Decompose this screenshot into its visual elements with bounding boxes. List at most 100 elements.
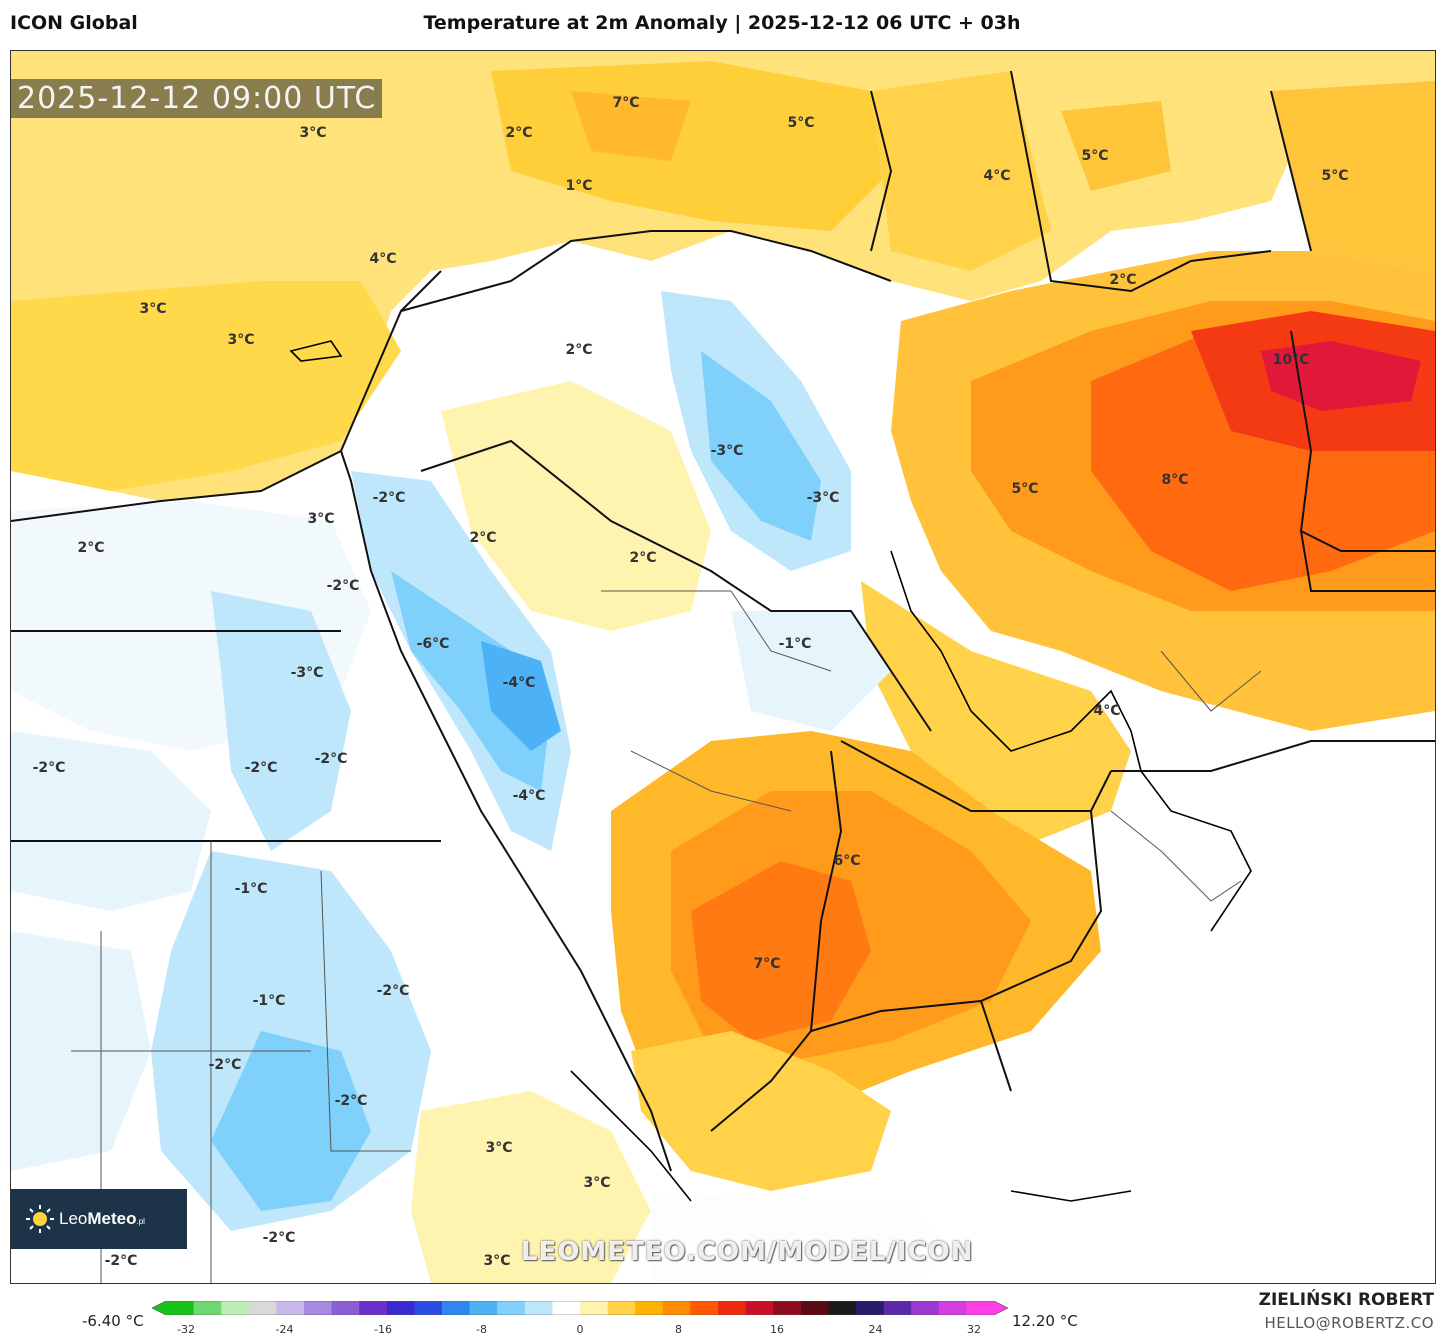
colorbar-segment: [386, 1301, 415, 1315]
contour-label: -2°C: [244, 760, 278, 776]
colorbar-tick-label: 32: [967, 1323, 981, 1336]
colorbar-segment: [690, 1301, 719, 1315]
map-canvas: [11, 51, 1435, 1283]
contour-label: 5°C: [1011, 481, 1039, 497]
colorbar-segment: [442, 1301, 471, 1315]
author-email[interactable]: HELLO@ROBERTZ.CO: [1264, 1314, 1434, 1332]
colorbar-segment: [883, 1301, 912, 1315]
colorbar-segment: [718, 1301, 747, 1315]
colorbar-segment: [966, 1301, 995, 1315]
colorbar-segment: [856, 1301, 885, 1315]
contour-label: -2°C: [326, 578, 360, 594]
colorbar-segment: [635, 1301, 664, 1315]
colorbar-segment: [607, 1301, 636, 1315]
contour-label: -2°C: [334, 1093, 368, 1109]
contour-label: 2°C: [565, 342, 593, 358]
contour-label: 7°C: [753, 956, 781, 972]
leometeo-logo[interactable]: LeoMeteo.pl: [11, 1189, 187, 1249]
contour-label: -4°C: [502, 675, 536, 691]
contour-label: -2°C: [32, 760, 66, 776]
contour-label: -3°C: [290, 665, 324, 681]
contour-label: -1°C: [234, 881, 268, 897]
contour-label: -2°C: [262, 1230, 296, 1246]
colorbar-segment: [304, 1301, 333, 1315]
contour-label: 4°C: [1093, 703, 1121, 719]
contour-label: -1°C: [252, 993, 286, 1009]
contour-label: 2°C: [469, 530, 497, 546]
colorbar-min-arrow: [152, 1301, 166, 1315]
contour-label: 10°C: [1272, 352, 1310, 368]
contour-label: 2°C: [629, 550, 657, 566]
colorbar-segment: [248, 1301, 277, 1315]
contour-label: 3°C: [139, 301, 167, 317]
colorbar-tick-label: -24: [275, 1323, 294, 1336]
colorbar-segment: [773, 1301, 802, 1315]
colorbar-segment: [469, 1301, 498, 1315]
contour-label: 4°C: [983, 168, 1011, 184]
contour-label: 5°C: [1081, 148, 1109, 164]
contour-label: -2°C: [104, 1253, 138, 1269]
contour-label: -3°C: [710, 443, 744, 459]
colorbar-segment: [938, 1301, 967, 1315]
contour-label: -1°C: [778, 636, 812, 652]
colorbar-segment: [497, 1301, 526, 1315]
contour-label: 2°C: [505, 125, 533, 141]
colorbar-segment: [166, 1301, 195, 1315]
colorbar-tick-label: 0: [576, 1323, 584, 1336]
contour-label: 3°C: [485, 1140, 513, 1156]
colorbar-segment: [745, 1301, 774, 1315]
chart-title: Temperature at 2m Anomaly | 2025-12-12 0…: [423, 12, 1021, 34]
contour-label: 3°C: [227, 332, 255, 348]
colorbar-segment: [580, 1301, 609, 1315]
contour-label: 3°C: [307, 511, 335, 527]
contour-label: -2°C: [314, 751, 348, 767]
contour-label: -2°C: [376, 983, 410, 999]
colorbar-max-arrow: [994, 1301, 1008, 1315]
anomaly-map[interactable]: 2025-12-12 09:00 UTC 7°C 2°C 3°C 1°C 4°C…: [10, 50, 1436, 1284]
contour-label: -4°C: [512, 788, 546, 804]
colorbar-segment: [414, 1301, 443, 1315]
colorbar: [151, 1300, 1009, 1316]
colorbar-tick-label: -8: [476, 1323, 487, 1336]
contour-label: 7°C: [612, 95, 640, 111]
source-watermark: LEOMETEO.COM/MODEL/ICON: [521, 1237, 974, 1267]
contour-label: 2°C: [1109, 272, 1137, 288]
colorbar-tick-label: 8: [675, 1323, 682, 1336]
colorbar-ticks: -32 -24 -16 -8 0 8 16 24 32: [152, 1323, 1008, 1339]
contour-label: 5°C: [1321, 168, 1349, 184]
valid-time-badge: 2025-12-12 09:00 UTC: [11, 79, 383, 118]
author-name: ZIELIŃSKI ROBERT: [1258, 1290, 1434, 1310]
colorbar-segment: [552, 1301, 581, 1315]
colorbar-segment: [911, 1301, 940, 1315]
colorbar-segment: [359, 1301, 388, 1315]
contour-label: 3°C: [483, 1253, 511, 1269]
contour-label: -2°C: [372, 490, 406, 506]
colorbar-segment: [662, 1301, 691, 1315]
logo-text: LeoMeteo.pl: [59, 1209, 145, 1228]
colorbar-segment: [524, 1301, 553, 1315]
model-name: ICON Global: [10, 12, 138, 34]
contour-label: 1°C: [565, 178, 593, 194]
contour-label: -3°C: [806, 490, 840, 506]
contour-label: 3°C: [299, 125, 327, 141]
contour-label: 6°C: [833, 853, 861, 869]
sun-icon: [25, 1204, 55, 1234]
contour-label: 2°C: [77, 540, 105, 556]
colorbar-min-label: -6.40 °C: [82, 1312, 144, 1330]
colorbar-tick-label: -16: [374, 1323, 392, 1336]
contour-label: 4°C: [369, 251, 397, 267]
colorbar-tick-label: 16: [770, 1323, 784, 1336]
colorbar-segment: [828, 1301, 857, 1315]
contour-label: 3°C: [583, 1175, 611, 1191]
colorbar-tick-label: -32: [177, 1323, 195, 1336]
contour-label: 8°C: [1161, 472, 1189, 488]
colorbar-segment: [221, 1301, 250, 1315]
colorbar-max-label: 12.20 °C: [1012, 1312, 1078, 1330]
colorbar-segment: [331, 1301, 360, 1315]
colorbar-tick-label: 24: [868, 1323, 883, 1336]
contour-label: -2°C: [208, 1057, 242, 1073]
contour-label: 5°C: [787, 115, 815, 131]
colorbar-segment: [193, 1301, 222, 1315]
colorbar-segment: [276, 1301, 305, 1315]
contour-label: -6°C: [416, 636, 450, 652]
